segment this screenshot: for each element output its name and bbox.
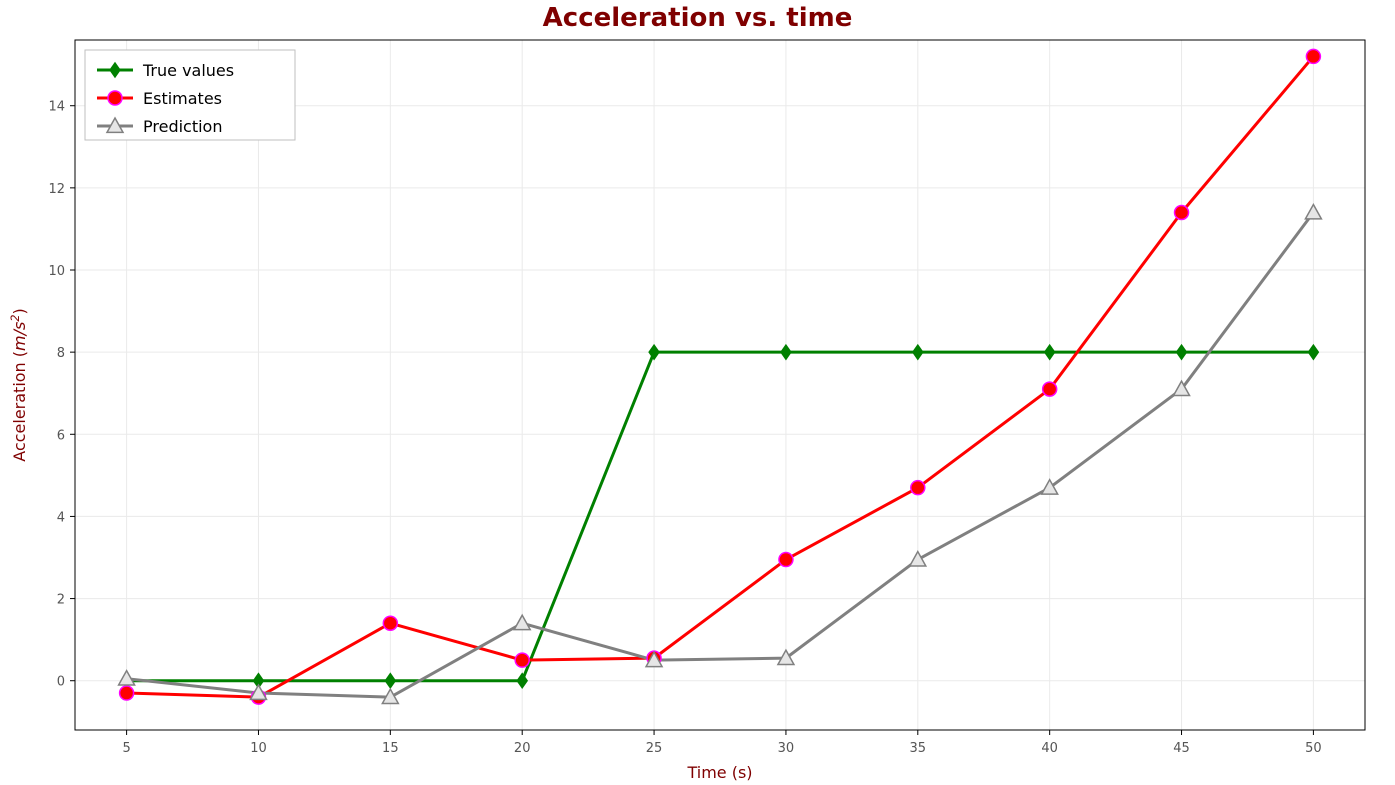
legend-label: Prediction [143, 117, 222, 136]
chart-container: Acceleration vs. time5101520253035404550… [0, 0, 1395, 785]
x-tick-label: 35 [910, 741, 927, 756]
x-tick-label: 30 [778, 741, 795, 756]
y-tick-label: 8 [57, 346, 65, 361]
x-tick-label: 5 [122, 741, 130, 756]
y-tick-label: 4 [57, 510, 65, 525]
x-tick-label: 20 [514, 741, 531, 756]
y-tick-label: 0 [57, 675, 65, 690]
x-tick-label: 25 [646, 741, 663, 756]
y-axis-label: Acceleration (m/s2) [9, 308, 30, 461]
x-tick-label: 10 [250, 741, 267, 756]
legend-label: True values [142, 61, 234, 80]
x-tick-label: 50 [1305, 741, 1322, 756]
chart-title: Acceleration vs. time [543, 3, 853, 33]
x-tick-label: 45 [1173, 741, 1190, 756]
y-tick-label: 14 [48, 100, 65, 115]
legend-label: Estimates [143, 89, 222, 108]
y-tick-label: 12 [48, 182, 65, 197]
y-tick-label: 6 [57, 428, 65, 443]
x-axis-label: Time (s) [686, 763, 752, 782]
y-tick-label: 10 [48, 264, 65, 279]
chart-svg: Acceleration vs. time5101520253035404550… [0, 0, 1395, 785]
y-tick-label: 2 [57, 593, 65, 608]
x-tick-label: 15 [382, 741, 399, 756]
x-tick-label: 40 [1041, 741, 1058, 756]
legend: True values Estimates Prediction [85, 50, 295, 140]
